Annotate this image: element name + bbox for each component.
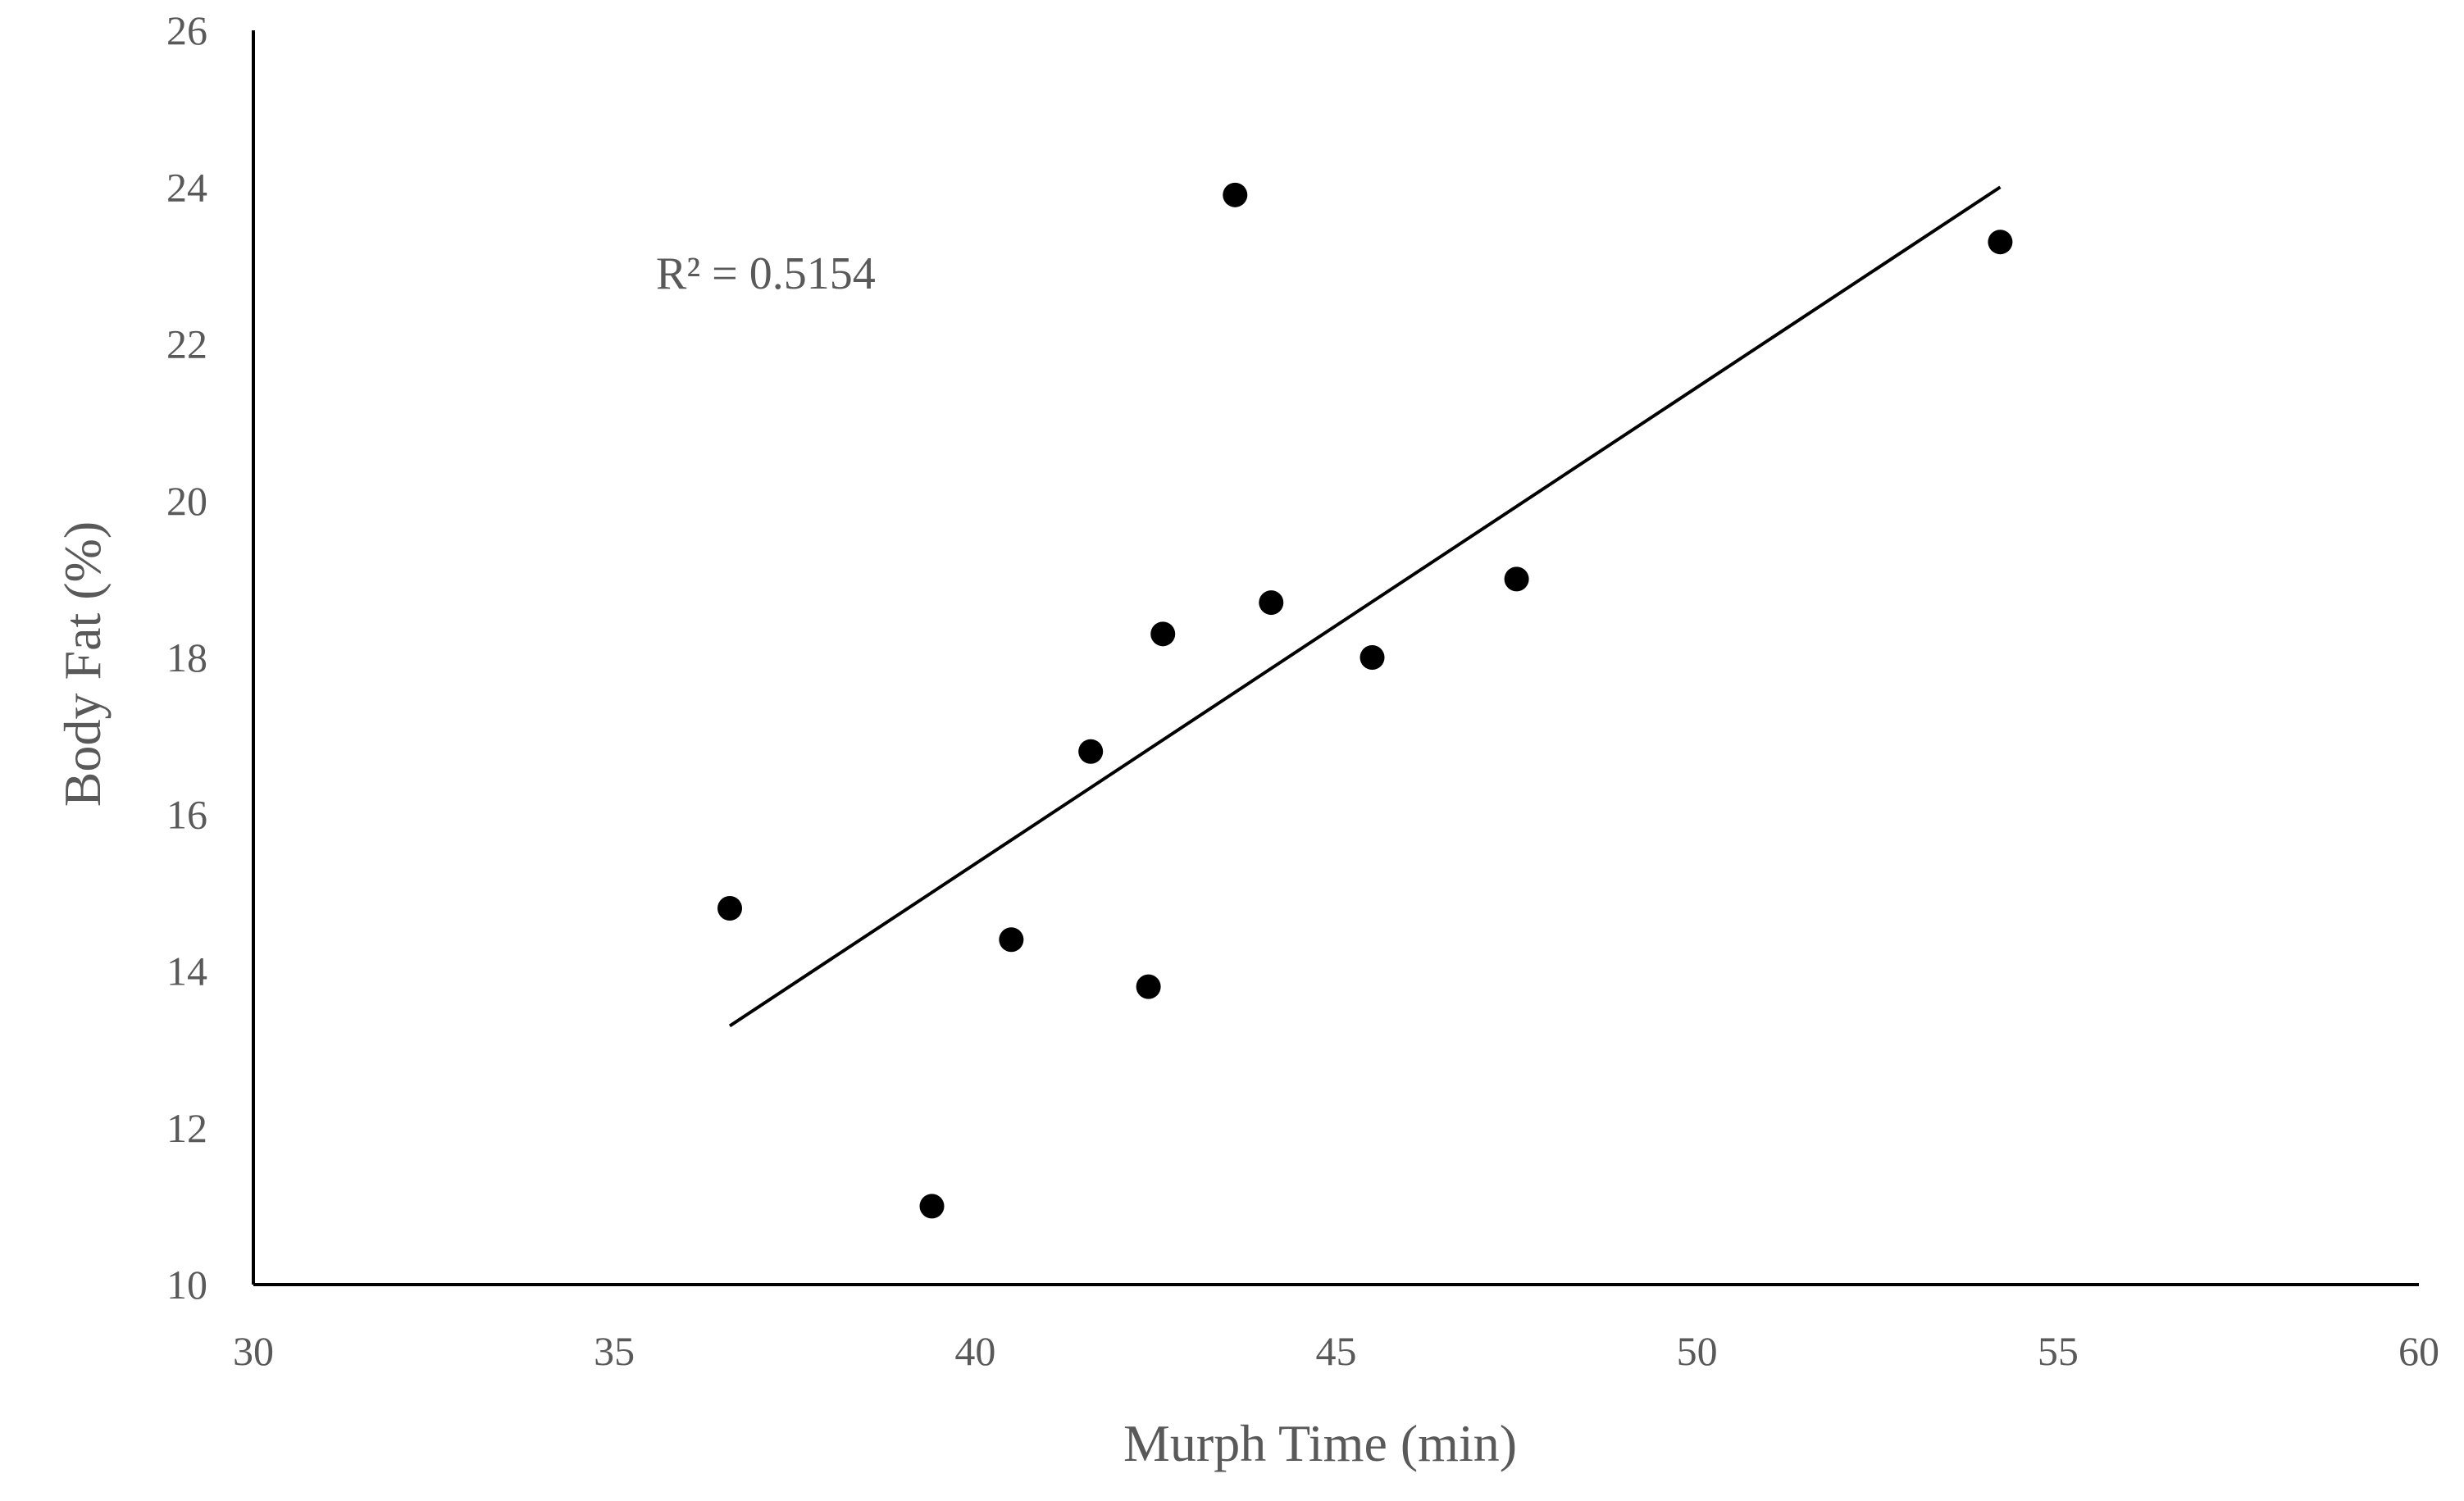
y-tick-label: 16 <box>166 791 207 837</box>
data-point <box>1988 230 2013 255</box>
data-point <box>1360 645 1385 670</box>
y-tick-label: 18 <box>166 635 207 680</box>
x-axis-title: Murph Time (min) <box>1123 1414 1517 1472</box>
x-tick-label: 35 <box>594 1328 635 1374</box>
y-tick-label: 14 <box>166 948 207 994</box>
data-point <box>1259 590 1284 616</box>
y-tick-label: 24 <box>166 164 207 210</box>
r-squared-annotation: R² = 0.5154 <box>656 248 876 299</box>
x-tick-label: 30 <box>233 1328 274 1374</box>
x-tick-label: 55 <box>2038 1328 2079 1374</box>
x-tick-label: 40 <box>954 1328 995 1374</box>
data-point <box>1150 621 1176 647</box>
data-point <box>717 896 743 921</box>
y-axis-title: Body Fat (%) <box>53 521 112 807</box>
data-point <box>1504 566 1529 592</box>
data-point <box>1223 182 1248 207</box>
y-tick-label: 20 <box>166 478 207 524</box>
x-tick-label: 45 <box>1316 1328 1357 1374</box>
y-tick-label: 22 <box>166 321 207 367</box>
x-axis-ticks: 30 35 40 45 50 55 60 <box>233 1328 2439 1374</box>
x-tick-label: 50 <box>1677 1328 1718 1374</box>
y-tick-label: 26 <box>166 7 207 53</box>
data-point <box>919 1194 945 1219</box>
y-tick-label: 10 <box>166 1262 207 1308</box>
y-axis-ticks: 10 12 14 16 18 20 22 24 26 <box>166 7 207 1308</box>
data-point <box>999 927 1024 953</box>
x-tick-label: 60 <box>2398 1328 2439 1374</box>
data-points <box>717 182 2013 1219</box>
trendline <box>728 185 2002 1028</box>
data-point <box>1136 974 1161 999</box>
y-tick-label: 12 <box>166 1105 207 1151</box>
data-point <box>1078 739 1104 764</box>
